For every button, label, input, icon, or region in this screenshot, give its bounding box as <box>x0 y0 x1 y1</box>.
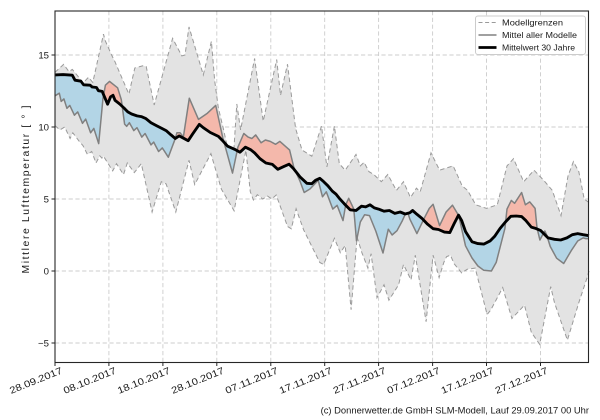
svg-text:−5: −5 <box>38 338 49 349</box>
svg-text:5: 5 <box>44 194 49 205</box>
svg-text:10: 10 <box>38 122 49 133</box>
svg-text:15: 15 <box>38 50 49 61</box>
svg-text:Mittel aller Modelle: Mittel aller Modelle <box>502 30 577 40</box>
svg-text:0: 0 <box>44 266 49 277</box>
svg-text:Mittelwert 30 Jahre: Mittelwert 30 Jahre <box>502 42 575 52</box>
svg-text:(c) Donnerwetter.de GmbH SLM-M: (c) Donnerwetter.de GmbH SLM-Modell, Lau… <box>321 405 589 416</box>
svg-text:Modellgrenzen: Modellgrenzen <box>502 17 563 27</box>
svg-text:Mittlere Lufttemperatur [ ° ]: Mittlere Lufttemperatur [ ° ] <box>21 105 32 273</box>
